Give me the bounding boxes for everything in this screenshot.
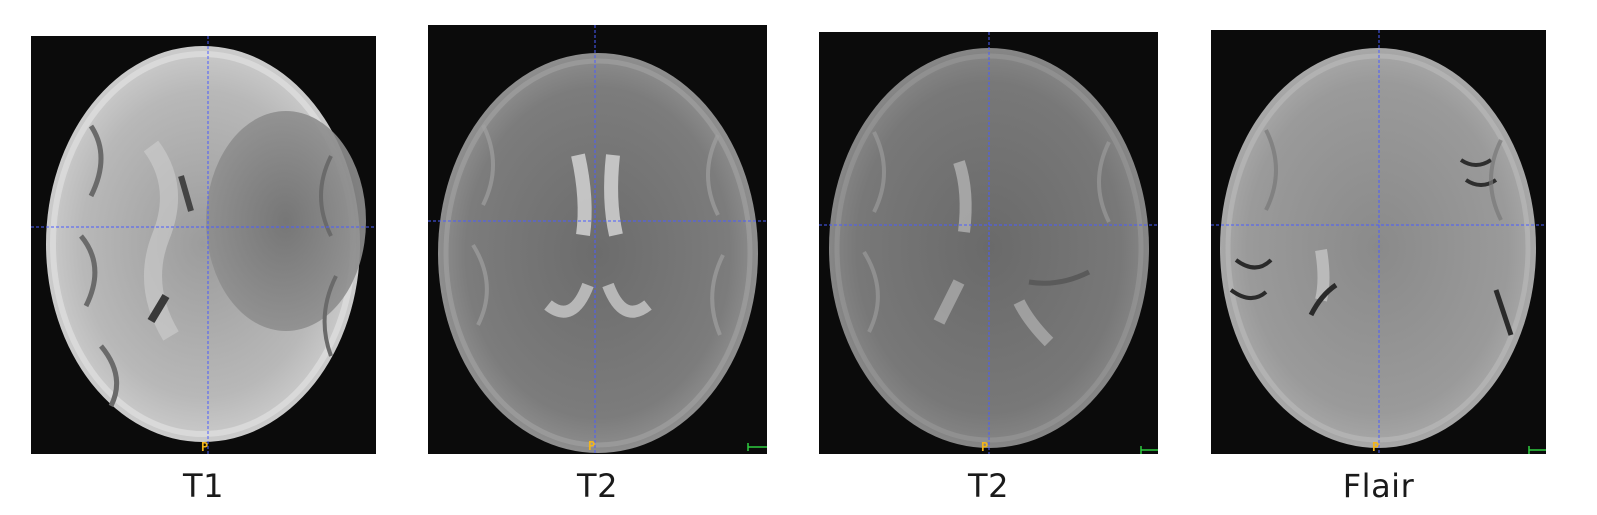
panel-caption-t1: T1 [183, 467, 224, 505]
mri-axial-slice-flair [1211, 30, 1546, 454]
orientation-marker: P [588, 439, 596, 453]
scale-marker-icon [747, 443, 767, 451]
mri-axial-slice-t2-b [819, 32, 1158, 454]
mri-panel-t2-b: P [819, 32, 1158, 454]
panel-caption-t2-b: T2 [968, 467, 1009, 505]
mri-panel-t2-a: P [428, 25, 767, 454]
scale-marker-icon [1140, 446, 1158, 454]
panel-caption-flair: Flair [1342, 467, 1415, 505]
orientation-marker: P [1372, 440, 1380, 454]
panel-caption-t2-a: T2 [577, 467, 618, 505]
orientation-marker: P [981, 440, 989, 454]
orientation-marker: P [201, 440, 209, 454]
mri-panel-flair: P [1211, 30, 1546, 454]
mri-panel-t1: P [31, 36, 376, 454]
mri-axial-slice-t1 [31, 36, 376, 454]
mri-axial-slice-t2-a [428, 25, 767, 454]
scale-marker-icon [1528, 446, 1546, 454]
